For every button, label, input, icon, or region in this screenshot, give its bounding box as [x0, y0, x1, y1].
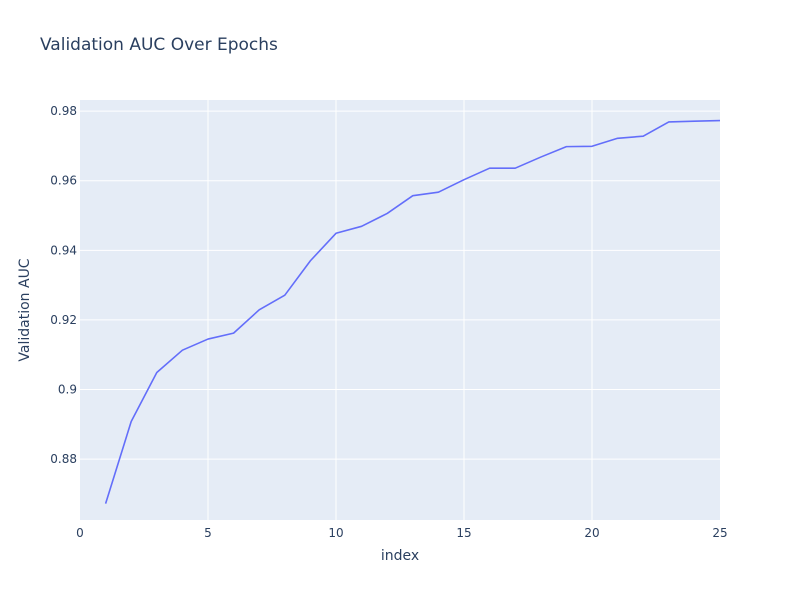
y-axis-ticks: 0.88 0.9 0.92 0.94 0.96 0.98	[50, 104, 77, 466]
y-tick-label: 0.9	[58, 383, 77, 397]
chart-title: Validation AUC Over Epochs	[40, 35, 278, 55]
y-tick-label: 0.88	[50, 452, 77, 466]
plot-area	[80, 100, 720, 520]
x-tick-label: 25	[712, 526, 727, 540]
y-axis-title: Validation AUC	[17, 258, 33, 361]
x-axis-ticks: 0 5 10 15 20 25	[76, 526, 727, 540]
x-tick-label: 15	[456, 526, 471, 540]
x-tick-label: 5	[204, 526, 212, 540]
y-tick-label: 0.96	[50, 174, 77, 188]
x-tick-label: 10	[328, 526, 343, 540]
x-tick-label: 20	[584, 526, 599, 540]
y-tick-label: 0.98	[50, 104, 77, 118]
series-layer	[104, 119, 721, 504]
x-tick-label: 0	[76, 526, 84, 540]
x-axis-title: index	[381, 548, 419, 564]
grid-lines	[80, 100, 720, 520]
series-line	[104, 119, 721, 504]
y-tick-label: 0.92	[50, 313, 77, 327]
y-tick-label: 0.94	[50, 243, 77, 257]
